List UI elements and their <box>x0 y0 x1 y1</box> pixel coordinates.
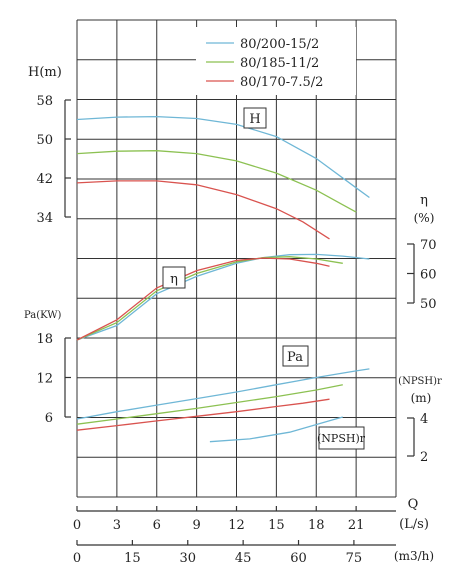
curve-label-npsh: (NPSH)r <box>317 426 366 450</box>
curve-label-efficiency: η <box>162 266 186 289</box>
power-tick-label: 6 <box>45 411 53 426</box>
x2-tick-label: 30 <box>179 551 196 566</box>
x-tick-label: 21 <box>348 518 365 533</box>
svg-text:(NPSH)r: (NPSH)r <box>317 432 366 445</box>
head-curve-2 <box>76 150 357 213</box>
x-axis-unit: (L/s) <box>399 517 429 532</box>
legend-entry-2: 80/185-11/2 <box>240 56 319 71</box>
x-axis-label: Q <box>408 497 419 512</box>
x-tick-label: 6 <box>153 518 161 533</box>
efficiency-curve-1 <box>76 253 370 341</box>
eff-axis-label: η <box>420 193 428 208</box>
x2-tick-label: 60 <box>290 551 307 566</box>
head-axis-label: H(m) <box>28 65 62 80</box>
x2-tick-label: 15 <box>124 551 141 566</box>
npsh-axis-label: (NPSH)r <box>398 376 442 387</box>
curve-label-head: H <box>243 107 267 129</box>
legend: 80/200-15/2 80/185-11/2 80/170-7.5/2 <box>196 27 356 95</box>
head-tick-label: 50 <box>36 133 53 148</box>
npsh-curve-1 <box>209 416 343 443</box>
power-tick-label: 12 <box>36 372 53 387</box>
eff-tick-label: 70 <box>420 238 437 253</box>
x2-tick-label: 75 <box>346 551 363 566</box>
power-curve-1 <box>76 368 370 420</box>
x-tick-label: 0 <box>73 518 81 533</box>
legend-entry-3: 80/170-7.5/2 <box>240 75 323 90</box>
power-axis-label: Pa(KW) <box>24 310 62 321</box>
axes: 34 42 50 58 6 12 18 50 60 70 2 4 0 3 6 9 12 15 18 21 0 15 30 45… <box>36 94 436 566</box>
head-curve-1 <box>76 115 370 199</box>
svg-text:η: η <box>170 272 178 287</box>
curve-label-power: Pa <box>282 345 309 367</box>
power-tick-label: 18 <box>36 332 53 347</box>
x-tick-label: 12 <box>228 518 245 533</box>
head-tick-label: 58 <box>36 94 53 109</box>
eff-tick-label: 50 <box>420 297 437 312</box>
x2-axis-unit: (m3/h) <box>394 549 434 563</box>
efficiency-curve-2 <box>76 256 343 341</box>
head-tick-label: 42 <box>36 172 53 187</box>
svg-text:H: H <box>249 112 260 127</box>
legend-box <box>196 27 356 95</box>
eff-tick-label: 60 <box>420 268 437 283</box>
power-curve-3 <box>76 398 330 431</box>
power-curve-2 <box>76 384 343 425</box>
x2-tick-label: 45 <box>235 551 252 566</box>
legend-entry-1: 80/200-15/2 <box>240 37 319 52</box>
x-tick-label: 18 <box>308 518 325 533</box>
x-tick-label: 15 <box>268 518 285 533</box>
x2-tick-label: 0 <box>73 551 81 566</box>
eff-axis-unit: (%) <box>414 211 435 225</box>
npsh-tick-label: 2 <box>420 450 428 465</box>
head-tick-label: 34 <box>36 211 53 226</box>
svg-text:Pa: Pa <box>287 350 303 365</box>
x-tick-label: 3 <box>113 518 121 533</box>
npsh-axis-unit: (m) <box>411 391 432 405</box>
x-tick-label: 9 <box>192 518 200 533</box>
head-curve-3 <box>76 180 330 240</box>
curves <box>76 115 370 443</box>
efficiency-curve-3 <box>76 257 330 341</box>
npsh-tick-label: 4 <box>420 412 428 427</box>
